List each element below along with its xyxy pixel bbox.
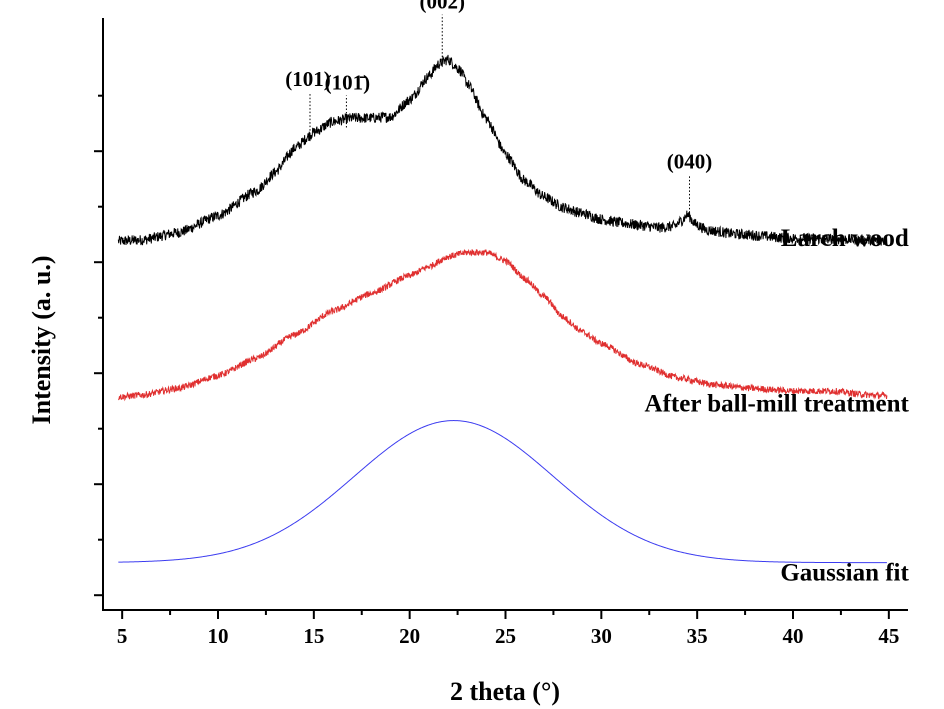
peak-label: (002) [420,0,466,14]
series-label-2: After ball-mill treatment [645,391,910,418]
x-tick-label: 35 [687,624,708,648]
x-tick-label: 20 [399,624,420,648]
series-label-3: Gaussian fit [780,559,909,586]
peak-annotations: (101)(101̄) (002) (040) [285,0,713,217]
series-layer: Larch wood After ball-mill treatment Gauss… [117,54,910,586]
series-line-1 [117,54,888,246]
x-tick-label: 40 [783,624,804,648]
series-line-2 [117,248,888,402]
series-label-1: Larch wood [781,225,909,252]
y-axis-ticks [94,94,103,597]
series-line-3 [118,420,887,564]
peak-label: (040) [667,149,713,173]
axes: 5 10 15 20 25 30 35 40 45 [94,18,908,648]
peak-label: (101̄) [325,71,371,95]
peak-label: (101) [285,67,331,91]
x-tick-label: 10 [208,624,229,648]
x-tick-label: 5 [117,624,128,648]
x-tick-label: 45 [878,624,899,648]
x-axis-ticks: 5 10 15 20 25 30 35 40 45 [117,610,899,648]
x-axis-title: 2 theta (°) [450,677,560,706]
x-tick-label: 25 [495,624,516,648]
x-tick-label: 30 [591,624,612,648]
x-tick-label: 15 [303,624,324,648]
y-axis-title: Intensity (a. u.) [27,255,56,424]
